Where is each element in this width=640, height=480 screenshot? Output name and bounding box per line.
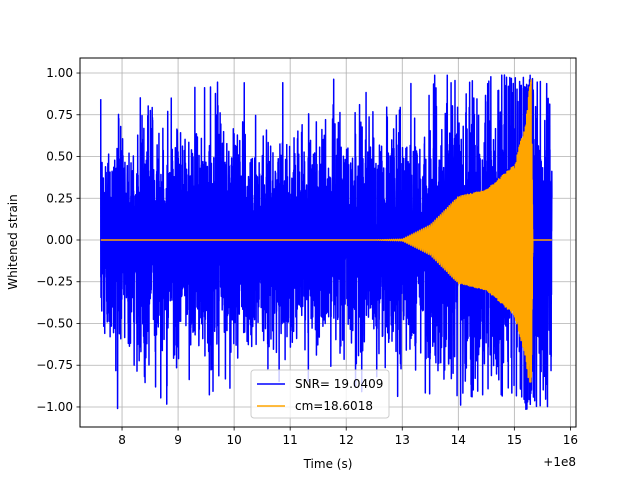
series-cm-line <box>100 79 553 383</box>
legend-label-cm: cm=18.6018 <box>295 399 373 413</box>
x-tick-label: 10 <box>226 433 241 447</box>
axes-frame <box>79 57 577 428</box>
x-tick-label: 15 <box>507 433 522 447</box>
x-tick-label: 8 <box>118 433 126 447</box>
y-tick-label: −1.00 <box>36 400 73 414</box>
y-tick-label: 0.00 <box>46 233 73 247</box>
x-tick-label: 13 <box>395 433 410 447</box>
x-offset-label: +1e8 <box>543 455 576 469</box>
y-tick-label: 1.00 <box>46 66 73 80</box>
x-tick-label: 9 <box>174 433 182 447</box>
x-tick-label: 11 <box>283 433 298 447</box>
y-tick-label: −0.25 <box>36 275 73 289</box>
y-tick-label: 0.25 <box>46 191 73 205</box>
x-tick-label: 12 <box>339 433 354 447</box>
y-tick-label: 0.75 <box>46 108 73 122</box>
legend-label-snr: SNR= 19.0409 <box>295 377 383 391</box>
series-layer <box>99 74 553 410</box>
y-tick-label: −0.75 <box>36 358 73 372</box>
y-axis-label: Whitened strain <box>6 194 20 290</box>
plot-area: 8 9 10 11 12 13 14 15 16 −1.00 −0.75 −0.50 −0.25 0.00… <box>36 57 578 447</box>
y-tick-label: 0.50 <box>46 150 73 164</box>
x-tick-label: 16 <box>563 433 578 447</box>
ticks: 8 9 10 11 12 13 14 15 16 −1.00 −0.75 −0.50 −0.25 0.00… <box>36 66 578 447</box>
x-axis-label: Time (s) <box>303 457 353 471</box>
y-tick-label: −0.50 <box>36 316 73 330</box>
legend: SNR= 19.0409 cm=18.6018 <box>250 369 390 419</box>
legend-box <box>250 369 390 419</box>
x-tick-label: 14 <box>451 433 466 447</box>
